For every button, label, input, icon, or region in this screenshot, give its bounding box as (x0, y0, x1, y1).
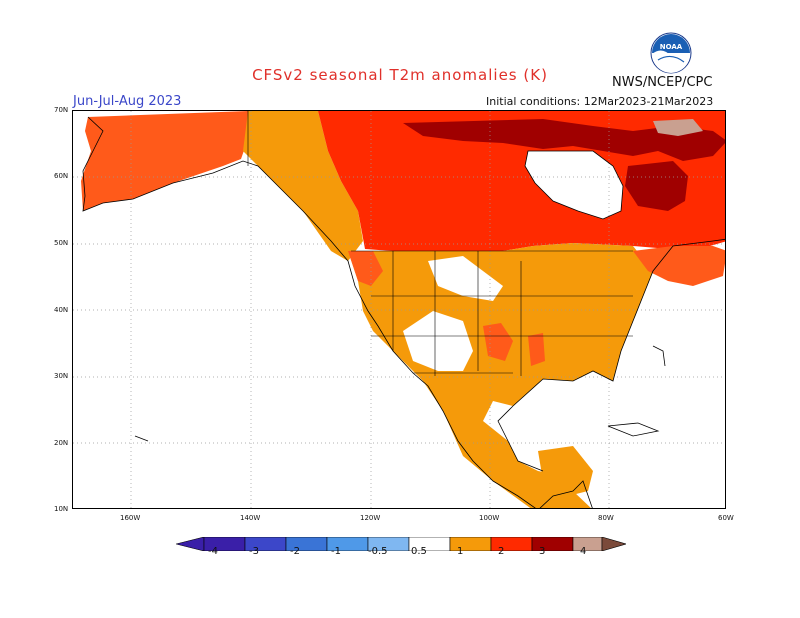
anomaly-map (72, 110, 726, 509)
colorbar-label-m05: -0.5 (368, 546, 388, 557)
lat-label-40n: 40N (54, 306, 69, 314)
grid-lines (73, 111, 725, 508)
shade-conus-mexico (348, 243, 653, 508)
colorbar-label-p3: 3 (539, 546, 546, 557)
lat-label-60n: 60N (54, 172, 69, 180)
colorbar-label-m1: -1 (331, 546, 341, 557)
lon-label-100w: 100W (479, 514, 500, 522)
political-borders (247, 111, 633, 376)
noaa-logo-icon: NOAA (650, 32, 692, 74)
colorbar-swatch-p3 (572, 536, 603, 552)
shade-pnw-red (348, 251, 383, 286)
lat-label-50n: 50N (54, 239, 69, 247)
shade-central-america (538, 446, 593, 496)
shade-arctic-brown (653, 119, 703, 136)
lon-label-120w: 120W (360, 514, 381, 522)
shade-west-canada (243, 111, 363, 261)
shade-northeast-red (633, 246, 725, 286)
shade-north-plains-gap (428, 256, 503, 301)
shade-hudson-bay (525, 151, 623, 219)
season-label: Jun-Jul-Aug 2023 (73, 94, 182, 109)
org-label: NWS/NCEP/CPC (612, 75, 713, 90)
colorbar-label-p05: 0.5 (411, 546, 427, 557)
colorbar-arrow-high (601, 536, 628, 552)
lon-label-80w: 80W (598, 514, 614, 522)
shade-quebec-dark (625, 161, 688, 211)
lat-label-70n: 70N (54, 106, 69, 114)
colorbar-label-m4: -4 (208, 546, 218, 557)
noaa-logo: NOAA (650, 32, 692, 74)
colorbar (175, 536, 628, 552)
colorbar-label-m2: -2 (290, 546, 300, 557)
shade-arctic-dark (403, 119, 725, 161)
lat-label-20n: 20N (54, 439, 69, 447)
colorbar-svg (175, 536, 628, 552)
map-title: CFSv2 seasonal T2m anomalies (K) (252, 66, 548, 84)
colorbar-label-p1: 1 (457, 546, 464, 557)
lon-label-160w: 160W (120, 514, 141, 522)
colorbar-label-p2: 2 (498, 546, 505, 557)
colorbar-arrow-low (175, 536, 205, 552)
lat-label-30n: 30N (54, 372, 69, 380)
lat-label-10n: 10N (54, 505, 69, 513)
lon-label-60w: 60W (718, 514, 734, 522)
shade-alaska (81, 111, 248, 211)
anomaly-map-canvas (73, 111, 725, 508)
shade-texas-red (483, 323, 513, 361)
logo-text: NOAA (660, 43, 683, 51)
anomaly-shading (81, 111, 725, 508)
lon-label-140w: 140W (240, 514, 261, 522)
colorbar-label-m3: -3 (249, 546, 259, 557)
initial-conditions-label: Initial conditions: 12Mar2023-21Mar2023 (486, 95, 714, 108)
colorbar-label-p4: 4 (580, 546, 587, 557)
shade-lower-miss-red (528, 333, 545, 366)
shade-west-us-gap (403, 311, 473, 371)
